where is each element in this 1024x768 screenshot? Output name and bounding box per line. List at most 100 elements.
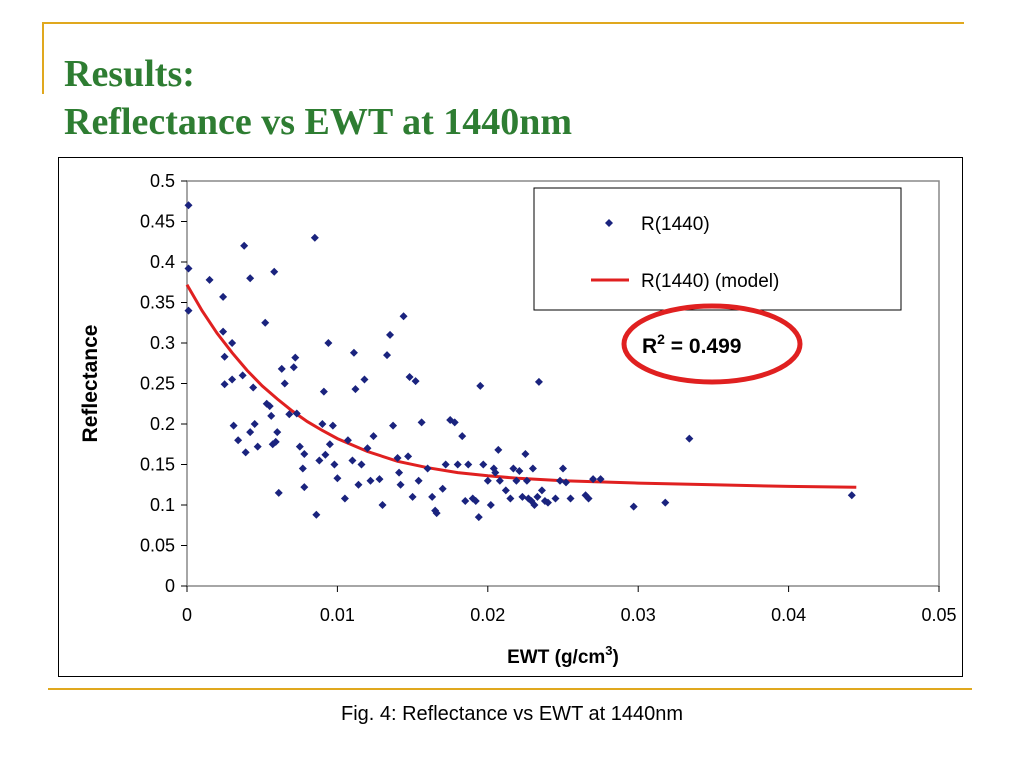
- data-point: [393, 454, 402, 463]
- data-point: [540, 496, 549, 505]
- data-point: [512, 476, 521, 485]
- data-point: [395, 468, 404, 477]
- data-point: [229, 421, 238, 430]
- accent-bottom-rule: [48, 688, 972, 690]
- data-point: [428, 492, 437, 501]
- data-point: [238, 371, 247, 380]
- annotation-circle: [621, 303, 803, 385]
- data-point: [471, 496, 480, 505]
- x-axis-title: EWT (g/cm3): [507, 643, 619, 668]
- data-point: [559, 464, 567, 473]
- data-point: [518, 492, 527, 501]
- data-point: [522, 476, 531, 485]
- data-point: [253, 442, 262, 451]
- scatter-chart: 0 0.05 0.1 0.15 0.2 0.25 0.3 0.35 0.4 0.45 0.5 0 0.0…: [79, 171, 957, 668]
- data-point: [528, 464, 537, 473]
- data-point: [438, 484, 447, 493]
- data-point: [295, 442, 304, 451]
- accent-vertical-bar: [42, 22, 44, 94]
- y-tick-label: 0: [165, 576, 175, 596]
- data-point: [261, 318, 270, 327]
- legend-label-r1440: R(1440): [641, 214, 710, 235]
- data-point: [494, 445, 503, 454]
- data-point: [476, 381, 485, 390]
- data-point: [246, 274, 255, 283]
- data-point: [530, 501, 539, 509]
- data-point: [324, 339, 333, 347]
- x-tick-label: 0.05: [921, 605, 956, 625]
- y-tick-label: 0.4: [150, 252, 175, 272]
- data-point: [363, 444, 372, 453]
- x-tick-label: 0.04: [771, 605, 806, 625]
- data-point: [396, 480, 405, 489]
- data-point: [340, 494, 349, 503]
- data-point: [205, 275, 214, 284]
- data-point: [534, 377, 543, 386]
- y-tick-label: 0.05: [140, 536, 175, 556]
- data-point: [366, 476, 375, 485]
- data-point: [325, 440, 334, 449]
- data-point: [250, 420, 259, 428]
- data-point: [458, 432, 467, 441]
- data-point: [280, 379, 289, 388]
- data-point: [277, 364, 286, 373]
- data-point: [543, 498, 552, 507]
- data-point: [450, 418, 459, 427]
- data-point: [441, 460, 450, 469]
- data-point: [291, 353, 300, 362]
- data-point: [312, 510, 321, 519]
- x-tick-label: 0.02: [470, 605, 505, 625]
- data-point: [506, 494, 515, 503]
- data-point: [483, 476, 492, 485]
- data-point: [537, 486, 546, 495]
- data-point: [246, 428, 255, 437]
- data-point: [184, 306, 193, 315]
- data-point: [515, 466, 524, 475]
- legend-marker-scatter: [605, 219, 613, 227]
- accent-top-rule: [42, 22, 964, 24]
- data-point: [220, 352, 229, 361]
- data-point: [184, 264, 193, 273]
- data-point: [596, 475, 605, 484]
- figure-caption: Fig. 4: Reflectance vs EWT at 1440nm: [340, 703, 683, 725]
- x-tick-label: 0.03: [621, 605, 656, 625]
- x-tick-label: 0: [182, 605, 192, 625]
- y-tick-label: 0.5: [150, 171, 175, 191]
- data-point: [417, 418, 426, 427]
- r-squared-annotation: R2 = 0.499: [642, 331, 741, 358]
- data-point: [461, 496, 470, 505]
- data-point: [300, 449, 309, 458]
- data-point: [330, 460, 339, 469]
- data-point: [298, 464, 307, 473]
- y-axis-title: Reflectance: [79, 325, 102, 443]
- data-point: [241, 448, 250, 457]
- y-tick-label: 0.45: [140, 212, 175, 232]
- data-point: [521, 449, 530, 458]
- data-point: [271, 437, 280, 446]
- legend-box: [533, 187, 902, 311]
- data-point: [219, 327, 228, 336]
- data-point: [265, 402, 274, 411]
- data-point: [270, 267, 279, 276]
- data-point: [321, 450, 330, 459]
- data-point: [228, 339, 237, 347]
- data-point: [343, 436, 352, 445]
- data-point: [360, 375, 369, 384]
- data-point: [629, 502, 638, 511]
- data-point: [383, 351, 392, 360]
- slide-title: Results: Reflectance vs EWT at 1440nm: [64, 50, 572, 146]
- data-point: [267, 411, 276, 420]
- data-point: [399, 312, 408, 321]
- data-point: [555, 476, 564, 485]
- data-point: [285, 410, 294, 419]
- data-point: [847, 491, 856, 500]
- data-point: [369, 432, 378, 441]
- data-point: [661, 498, 670, 507]
- data-point: [566, 494, 575, 503]
- data-point: [527, 496, 536, 505]
- data-point: [486, 501, 495, 509]
- x-tick-label: 0.01: [320, 605, 355, 625]
- data-point: [315, 456, 324, 465]
- data-point: [453, 460, 462, 469]
- legend-label-model: R(1440) (model): [641, 271, 779, 292]
